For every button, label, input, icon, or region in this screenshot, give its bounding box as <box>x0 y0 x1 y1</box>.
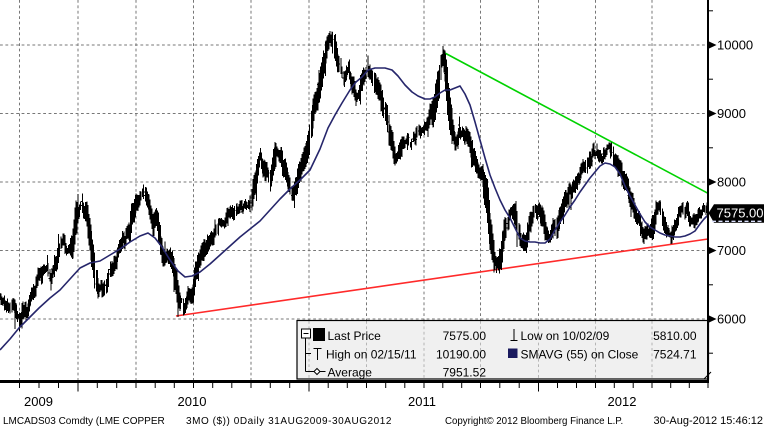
svg-text:Low on 10/02/09: Low on 10/02/09 <box>521 329 610 343</box>
svg-text:10190.00: 10190.00 <box>436 348 486 362</box>
svg-text:7951.52: 7951.52 <box>443 366 487 380</box>
svg-text:7524.71: 7524.71 <box>653 348 697 362</box>
svg-text:2010: 2010 <box>178 394 207 409</box>
svg-text:Average: Average <box>328 366 373 380</box>
svg-text:7000: 7000 <box>717 243 746 258</box>
svg-text:SMAVG (55) on Close: SMAVG (55) on Close <box>521 348 639 362</box>
svg-text:8000: 8000 <box>717 175 746 190</box>
svg-text:2009: 2009 <box>24 394 53 409</box>
svg-text:LMCADS03 Comdty (LME COPPER: LMCADS03 Comdty (LME COPPER <box>3 416 165 427</box>
svg-text:2012: 2012 <box>608 394 637 409</box>
svg-text:2011: 2011 <box>408 394 436 409</box>
svg-text:High on 02/15/11: High on 02/15/11 <box>326 348 417 362</box>
svg-text:Copyright© 2012 Bloomberg Fina: Copyright© 2012 Bloomberg Finance L.P. <box>445 416 623 427</box>
svg-text:Last Price: Last Price <box>328 329 382 343</box>
svg-text:10000: 10000 <box>717 38 753 53</box>
svg-text:7575.00: 7575.00 <box>717 206 764 221</box>
svg-text:6000: 6000 <box>717 312 746 327</box>
svg-text:7575.00: 7575.00 <box>443 329 487 343</box>
svg-text:9000: 9000 <box>717 106 746 121</box>
svg-text:5810.00: 5810.00 <box>653 329 697 343</box>
svg-text:30-Aug-2012 15:46:12: 30-Aug-2012 15:46:12 <box>654 415 763 427</box>
svg-text:3MO ($)) 0Daily 31AUG2009-30AU: 3MO ($)) 0Daily 31AUG2009-30AUG2012 <box>186 416 392 427</box>
